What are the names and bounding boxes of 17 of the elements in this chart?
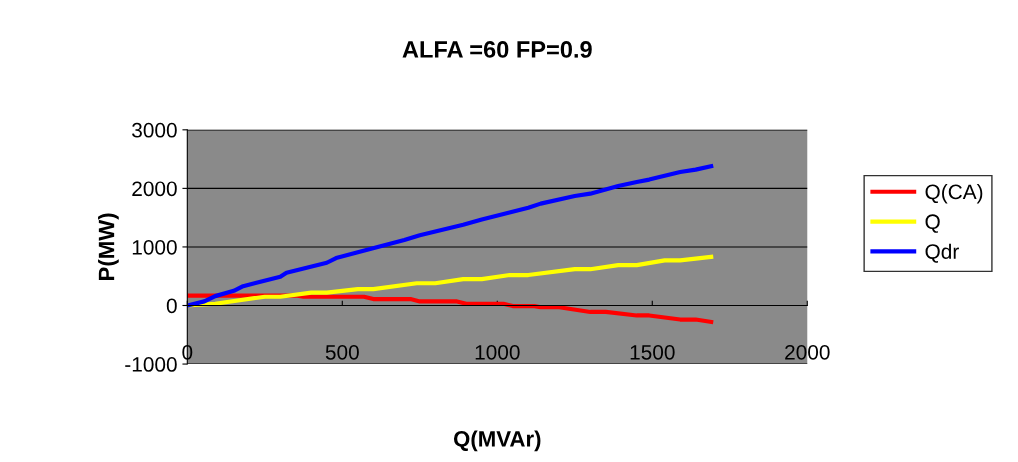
y-tick-label: 3000 bbox=[132, 122, 177, 138]
x-tick-label: 2000 bbox=[785, 344, 830, 360]
line-series bbox=[187, 293, 714, 324]
x-tick-label: 1500 bbox=[630, 344, 675, 360]
legend-label: Q bbox=[925, 214, 940, 233]
legend-label: Q(CA) bbox=[925, 183, 983, 204]
y-tick-label: 1000 bbox=[132, 239, 177, 255]
y-tick-label: -1000 bbox=[125, 357, 177, 372]
x-axis-title: Q(MVAr) bbox=[453, 430, 541, 452]
y-axis-title: P(MW) bbox=[98, 213, 119, 281]
x-tick-label: 500 bbox=[325, 344, 359, 360]
y-tick-label: 0 bbox=[166, 298, 177, 314]
chart-title: ALFA =60 FP=0.9 bbox=[402, 41, 592, 58]
x-tick-label: 1000 bbox=[475, 344, 520, 360]
line-series bbox=[187, 164, 714, 308]
legend-label: Qdr bbox=[925, 243, 959, 263]
y-tick-label: 2000 bbox=[132, 181, 177, 197]
